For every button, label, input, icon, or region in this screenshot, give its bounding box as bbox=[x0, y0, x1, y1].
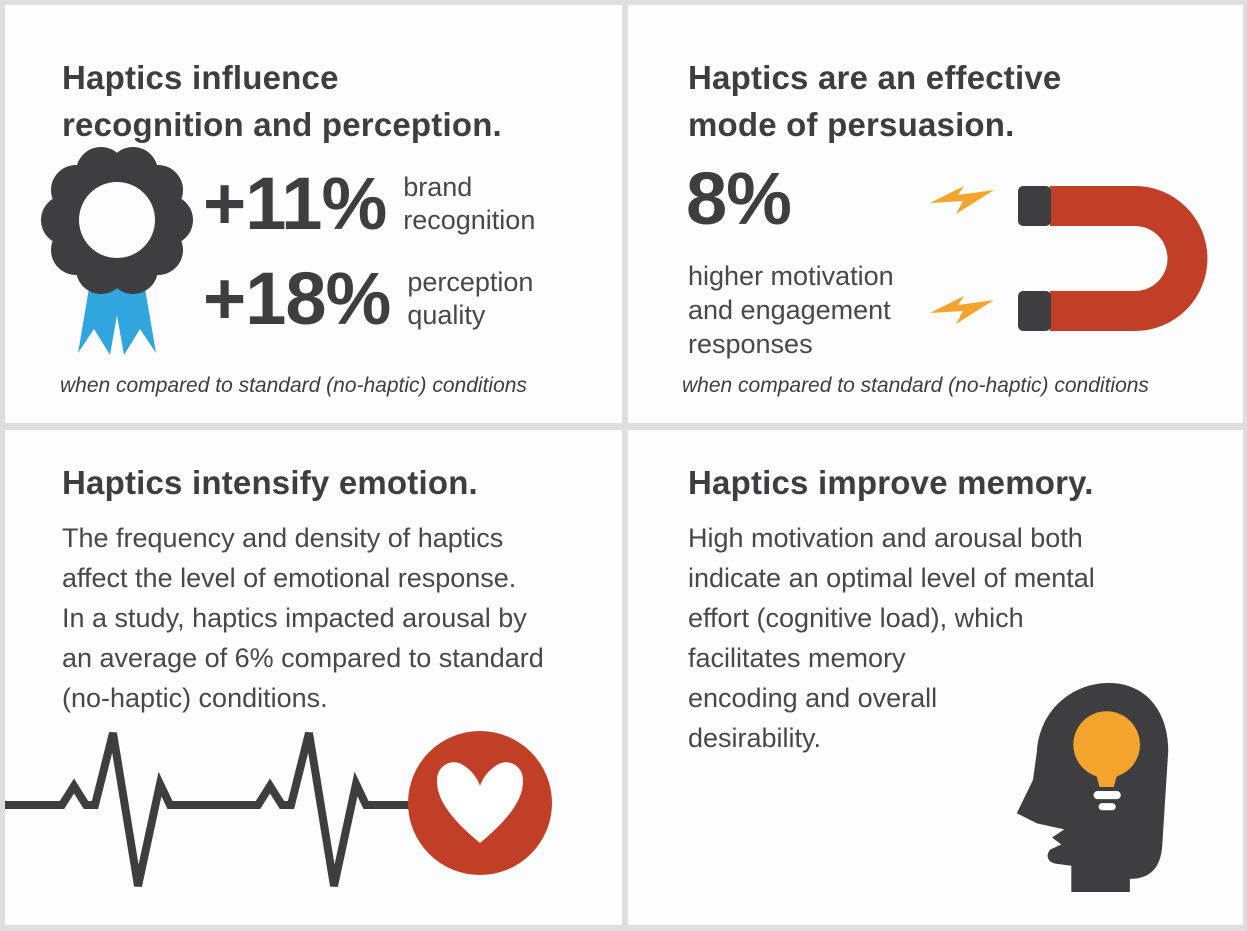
panel-memory: Haptics improve memory. High motivation … bbox=[628, 430, 1243, 925]
stat-value: +11% bbox=[203, 162, 387, 245]
lightning-bolt-icon bbox=[930, 296, 994, 324]
body-line: an average of 6% compared to standard bbox=[62, 643, 544, 673]
stat-label-line: higher motivation bbox=[688, 261, 894, 291]
magnet-icon bbox=[1018, 186, 1208, 331]
comparison-footnote: when compared to standard (no-haptic) co… bbox=[682, 374, 1149, 397]
stat-label: brand recognition bbox=[403, 171, 535, 237]
head-lightbulb-icon bbox=[1016, 683, 1169, 892]
body-line: affect the level of emotional response. bbox=[62, 563, 517, 593]
body-line: effort (cognitive load), which bbox=[688, 603, 1024, 633]
title-line: Haptics are an effective bbox=[688, 59, 1062, 96]
stat-value: 8% bbox=[686, 157, 792, 240]
body-line: facilitates memory bbox=[688, 643, 906, 673]
panel-recognition: Haptics influence recognition and percep… bbox=[5, 5, 622, 423]
emotion-title: Haptics intensify emotion. bbox=[62, 464, 478, 501]
panel-persuasion: Haptics are an effective mode of persuas… bbox=[628, 5, 1243, 423]
body-line: desirability. bbox=[688, 723, 822, 753]
lightning-bolt-icon bbox=[930, 186, 994, 214]
recognition-title: Haptics influence recognition and percep… bbox=[62, 54, 502, 148]
stat-perception-quality: +18% perception quality bbox=[203, 254, 533, 344]
panel-emotion: Haptics intensify emotion. The frequency… bbox=[5, 430, 622, 925]
body-line: High motivation and arousal both bbox=[688, 523, 1083, 553]
stat-label-line: perception bbox=[407, 267, 534, 297]
body-line: (no-haptic) conditions. bbox=[62, 683, 328, 713]
stat-label-line: brand bbox=[403, 172, 473, 202]
stat-label-line: quality bbox=[407, 300, 486, 330]
award-ribbon-icon bbox=[41, 147, 193, 355]
stat-value: +18% bbox=[203, 257, 391, 340]
body-line: indicate an optimal level of mental bbox=[688, 563, 1095, 593]
body-line: encoding and overall bbox=[688, 683, 938, 713]
stat-label-line: and engagement bbox=[688, 295, 891, 325]
body-line: The frequency and density of haptics bbox=[62, 523, 504, 553]
heartbeat-heart-icon bbox=[5, 731, 552, 887]
memory-title: Haptics improve memory. bbox=[688, 464, 1094, 501]
stat-label-line: responses bbox=[688, 329, 813, 359]
body-line: In a study, haptics impacted arousal by bbox=[62, 603, 527, 633]
memory-body: High motivation and arousal both indicat… bbox=[688, 518, 1095, 758]
stat-label: higher motivation and engagement respons… bbox=[688, 259, 894, 361]
stat-brand-recognition: +11% brand recognition bbox=[203, 159, 535, 249]
stat-label: perception quality bbox=[407, 266, 533, 332]
persuasion-title: Haptics are an effective mode of persuas… bbox=[688, 54, 1061, 148]
comparison-footnote: when compared to standard (no-haptic) co… bbox=[60, 374, 527, 397]
title-line: Haptics influence bbox=[62, 59, 339, 96]
title-line: recognition and perception. bbox=[62, 106, 502, 143]
stat-label-line: recognition bbox=[403, 205, 536, 235]
emotion-body: The frequency and density of haptics aff… bbox=[62, 518, 544, 718]
title-line: mode of persuasion. bbox=[688, 106, 1015, 143]
